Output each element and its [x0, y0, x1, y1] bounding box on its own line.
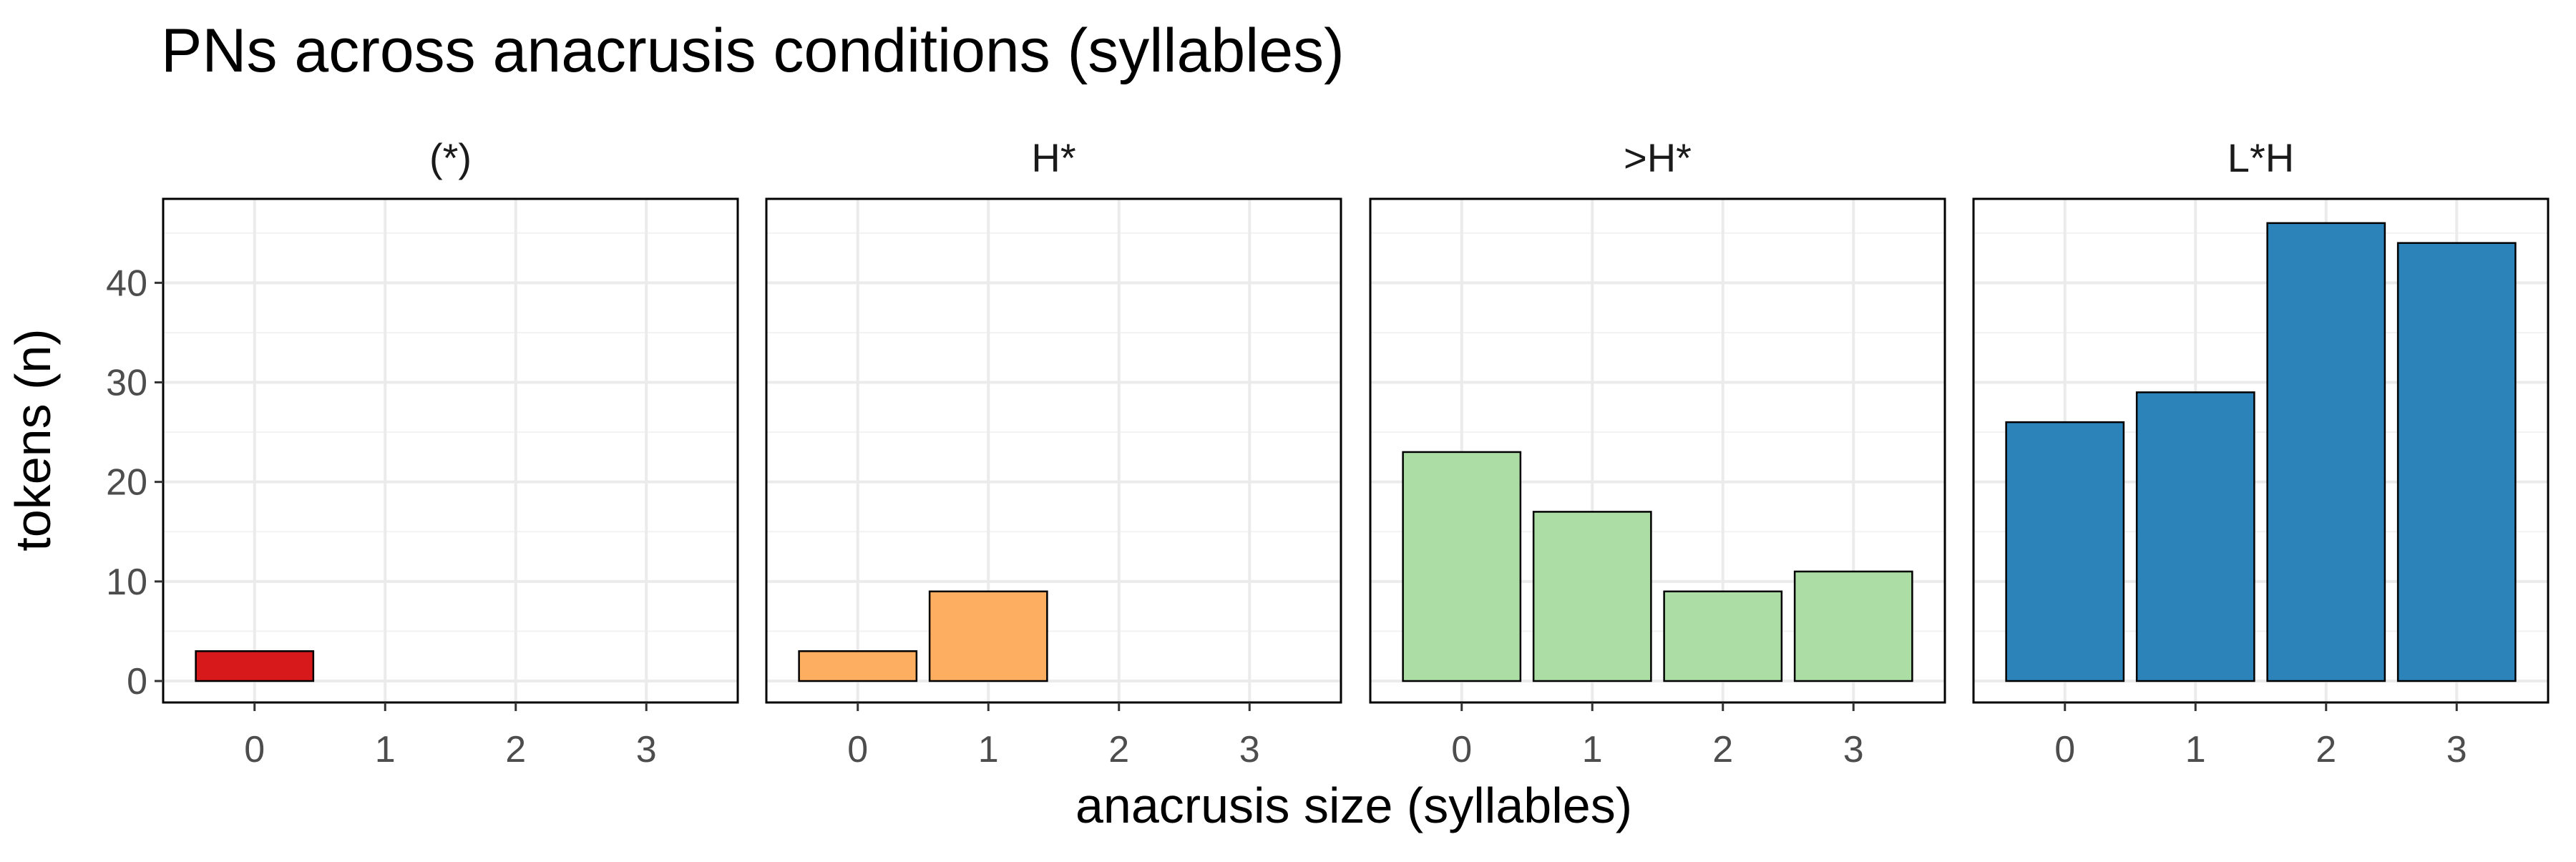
facet-panels: (*) 0 1 2 3 H* 0 1 2 3 >H* 0 1 2 3 L*H 0 1 2 3 — [162, 135, 2550, 770]
x-tick-label: 3 — [636, 729, 657, 770]
panel-border — [162, 197, 739, 704]
facet-label: >H* — [1624, 135, 1692, 180]
facet-label: H* — [1031, 135, 1075, 180]
bar — [2005, 421, 2125, 682]
chart-title: PNs across anacrusis conditions (syllabl… — [161, 16, 1345, 85]
x-tick-label: 1 — [2185, 729, 2206, 770]
x-tick-label: 0 — [2054, 729, 2075, 770]
x-tick-label: 1 — [1582, 729, 1603, 770]
x-tick-label: 2 — [2316, 729, 2336, 770]
facet-label: (*) — [429, 135, 472, 180]
x-tick-label: 3 — [2446, 729, 2467, 770]
bar — [195, 650, 315, 682]
panel-border — [1369, 197, 1946, 704]
x-tick-label: 1 — [375, 729, 396, 770]
bar — [798, 650, 918, 682]
y-tick-label: 0 — [127, 661, 147, 702]
x-tick-label: 3 — [1239, 729, 1260, 770]
bar — [2135, 391, 2255, 682]
facet-label: L*H — [2228, 135, 2294, 180]
y-axis: 0 10 20 30 40 — [106, 263, 163, 702]
x-tick-label: 2 — [505, 729, 526, 770]
facet-panel: (*) 0 1 2 3 — [162, 135, 739, 770]
bar — [1402, 451, 1522, 682]
facet-panel: >H* 0 1 2 3 — [1369, 135, 1946, 770]
bar — [1793, 570, 1913, 682]
x-tick-label: 2 — [1712, 729, 1733, 770]
x-tick-label: 0 — [1451, 729, 1472, 770]
y-tick-label: 30 — [106, 363, 147, 404]
x-tick-label: 0 — [847, 729, 868, 770]
bar — [1663, 590, 1783, 682]
panel-border — [1972, 197, 2550, 704]
y-tick-label: 20 — [106, 462, 147, 504]
bar — [2396, 242, 2517, 682]
x-tick-label: 2 — [1108, 729, 1129, 770]
panel-border — [765, 197, 1342, 704]
bar — [1532, 511, 1652, 682]
facet-panel: H* 0 1 2 3 — [765, 135, 1342, 770]
x-axis-title: anacrusis size (syllables) — [1075, 778, 1632, 833]
x-tick-label: 1 — [978, 729, 999, 770]
bar — [928, 590, 1048, 682]
y-tick-label: 40 — [106, 263, 147, 304]
y-tick-label: 10 — [106, 562, 147, 603]
y-axis-title: tokens (n) — [5, 328, 61, 551]
facet-panel: L*H 0 1 2 3 — [1972, 135, 2550, 770]
bar — [2266, 222, 2386, 682]
x-tick-label: 3 — [1843, 729, 1864, 770]
x-tick-label: 0 — [244, 729, 265, 770]
